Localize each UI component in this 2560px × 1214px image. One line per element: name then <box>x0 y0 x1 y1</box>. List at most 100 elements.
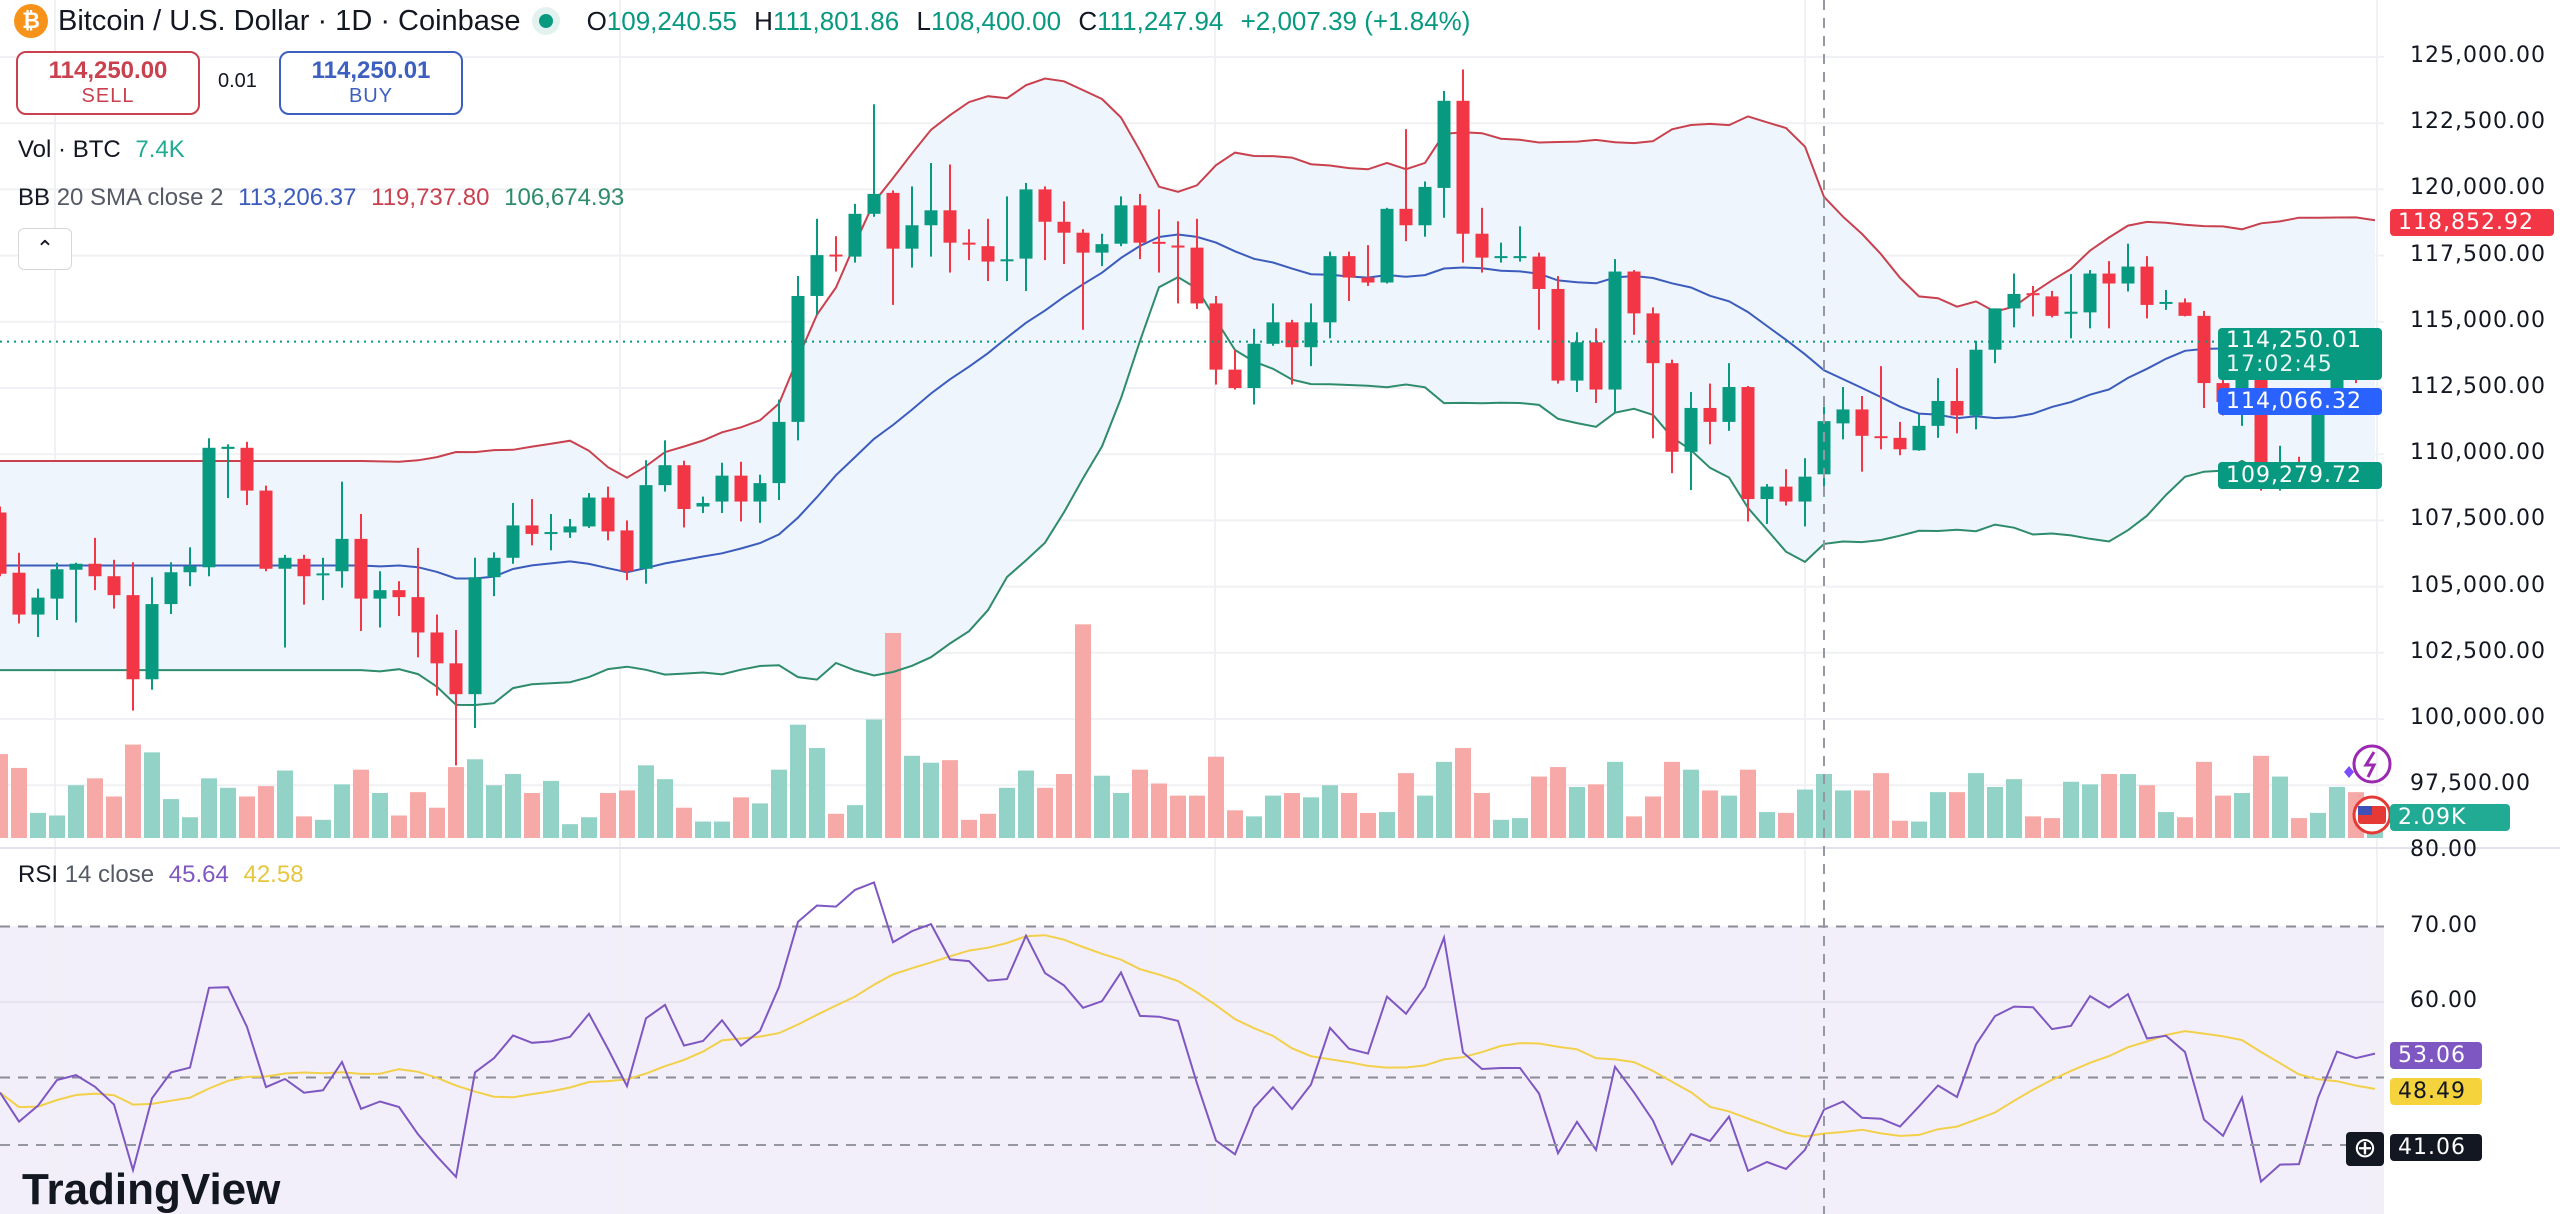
candle <box>221 444 235 499</box>
candle <box>1038 186 1052 261</box>
volume-bar <box>1588 784 1604 838</box>
candle-body <box>696 503 710 507</box>
market-status-dot[interactable] <box>538 14 553 28</box>
volume-bar <box>1208 756 1224 838</box>
volume-bar <box>1379 812 1395 838</box>
rsi-ma-line <box>0 934 2376 1138</box>
bb-legend[interactable]: BB 20 SMA close 2 113,206.37 119,737.80 … <box>18 184 624 212</box>
rsi-ma-value: 42.58 <box>243 861 304 888</box>
candle-body <box>1665 363 1679 452</box>
candle <box>867 104 881 217</box>
volume-bar <box>2215 795 2231 838</box>
candle-body <box>1114 205 1128 244</box>
candle <box>411 547 425 658</box>
candle-body <box>1551 288 1565 381</box>
candle <box>1342 251 1356 301</box>
bar-countdown: 17:02:45 <box>2226 352 2333 377</box>
candle-body <box>829 254 843 257</box>
add-alert-plus-button[interactable]: ⊕ <box>2346 1132 2384 1166</box>
volume-bar <box>201 778 217 838</box>
candle-body <box>1950 400 1964 416</box>
candle <box>487 552 501 597</box>
change-value: +2,007.39 (+1.84%) <box>1240 5 1471 36</box>
buy-button[interactable]: 114,250.01 BUY <box>279 51 463 115</box>
last-price-badge: 114,250.01 17:02:45 <box>2218 328 2382 380</box>
candle-body <box>1703 407 1717 422</box>
bb-basis-badge: 114,066.32 <box>2218 388 2382 415</box>
candle <box>2121 243 2135 292</box>
lightning-icon[interactable] <box>2344 744 2392 784</box>
volume-bar <box>1930 792 1946 838</box>
candle-body <box>734 475 748 502</box>
volume-bar <box>353 769 369 838</box>
candle-body <box>1304 322 1318 348</box>
candle-body <box>2102 273 2116 284</box>
candle-body <box>297 558 311 577</box>
volume-bar <box>163 799 179 838</box>
high-label: H <box>754 5 773 36</box>
candle-body <box>867 193 881 214</box>
candle <box>1399 129 1413 242</box>
rsi-legend-name: RSI <box>18 861 59 888</box>
candle <box>468 557 482 729</box>
rsi-legend[interactable]: RSI 14 close 45.64 42.58 <box>18 861 304 889</box>
volume-bar <box>429 807 445 838</box>
spread-value: 0.01 <box>218 70 257 92</box>
sell-button[interactable]: 114,250.00 SELL <box>16 51 200 115</box>
volume-bar <box>2234 793 2250 838</box>
volume-bar <box>1075 624 1091 838</box>
candle-body <box>1532 256 1546 289</box>
symbol-title[interactable]: Bitcoin / U.S. Dollar · 1D · Coinbase <box>58 4 521 37</box>
price-tick-label: 117,500.00 <box>2410 241 2546 267</box>
volume-bar <box>1873 773 1889 838</box>
volume-bar <box>2044 818 2060 838</box>
price-tick-label: 100,000.00 <box>2410 705 2546 730</box>
volume-bar <box>1493 819 1509 838</box>
rsi-badge: 53.06 <box>2390 1042 2482 1069</box>
candle <box>297 554 311 605</box>
collapse-legend-button[interactable]: ⌃ <box>18 228 72 270</box>
candle <box>183 547 197 587</box>
candle <box>943 164 957 273</box>
candle-body <box>1038 189 1052 222</box>
volume-bar <box>543 780 559 838</box>
candle-body <box>373 590 387 599</box>
volume-bar <box>1341 793 1357 838</box>
candle-body <box>316 573 330 576</box>
candle <box>1076 229 1090 330</box>
candle-body <box>1627 271 1641 314</box>
price-tick-label: 125,000.00 <box>2410 43 2546 68</box>
candle-body <box>2178 302 2192 316</box>
volume-bar <box>562 824 578 838</box>
bb-basis-value: 113,206.37 <box>238 184 357 211</box>
candle-body <box>107 576 121 596</box>
volume-bar <box>923 762 939 838</box>
volume-bar <box>1987 786 2003 838</box>
candle-body <box>2083 273 2097 313</box>
crosshair-rsi-badge: 41.06 <box>2390 1134 2482 1161</box>
volume-legend[interactable]: Vol · BTC 7.4K <box>18 136 185 164</box>
volume-legend-value: 7.4K <box>135 136 185 163</box>
candle-body <box>1817 421 1831 475</box>
candle-body <box>525 525 539 534</box>
candle <box>1000 196 1014 282</box>
candle <box>1095 233 1109 267</box>
volume-bar <box>619 790 635 838</box>
candle <box>1912 414 1926 451</box>
candle <box>316 557 330 601</box>
candle <box>240 441 254 506</box>
bb-upper-value: 119,737.80 <box>371 184 490 211</box>
candle-body <box>2121 266 2135 284</box>
candle-body <box>506 525 520 558</box>
candle <box>2045 290 2059 318</box>
candle-body <box>2064 311 2078 314</box>
volume-bar <box>1151 783 1167 838</box>
volume-bar <box>657 779 673 838</box>
tradingview-logo[interactable]: TradingView <box>22 1166 280 1214</box>
us-flag-icon[interactable] <box>2352 795 2392 835</box>
candle-body <box>164 572 178 605</box>
candle <box>753 474 767 523</box>
low-label: L <box>916 5 931 36</box>
candle <box>544 513 558 551</box>
